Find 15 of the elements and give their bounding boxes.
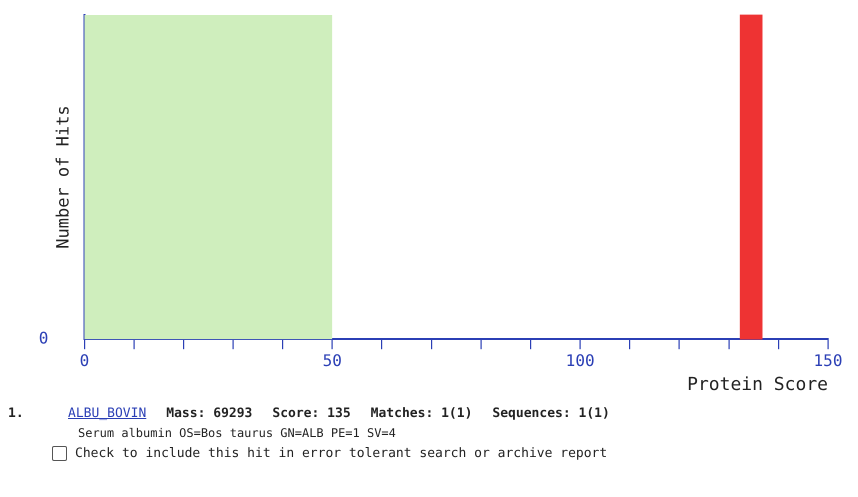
text: Matches: 1(1) <box>370 406 472 421</box>
x-tick-label: 0 <box>80 350 90 370</box>
x-tick-label: 150 <box>814 350 842 370</box>
text: Check to include this hit in error tolerant search or archive report <box>75 446 608 461</box>
x-tick-label: 50 <box>322 350 342 370</box>
text: Mass: 69293 <box>166 406 252 421</box>
text: 1. <box>8 406 25 421</box>
text: Sequences: 1(1) <box>492 406 610 421</box>
x-axis-title: Protein Score <box>687 374 828 395</box>
text: Score: 135 <box>272 406 351 421</box>
text: Serum albumin OS=Bos taurus GN=ALB PE=1 SV=4 <box>77 426 397 440</box>
y-axis-title: Number of Hits <box>54 105 74 249</box>
x-tick-label: 100 <box>566 350 595 370</box>
text: ALBU_BOVIN <box>68 406 146 421</box>
text: 0 <box>38 328 48 348</box>
